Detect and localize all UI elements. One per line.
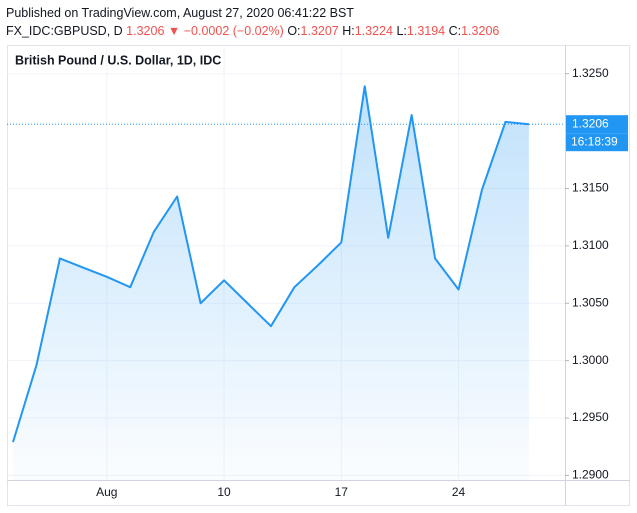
symbol: FX_IDC:GBPUSD, D — [6, 24, 123, 38]
last-price-box — [566, 115, 628, 134]
change: −0.0002 (−0.02%) — [183, 24, 284, 38]
quote-line: FX_IDC:GBPUSD, D 1.3206 ▼ −0.0002 (−0.02… — [6, 22, 499, 40]
ohlc-h-key: H: — [342, 24, 355, 38]
countdown-label: 16:18:39 — [571, 134, 618, 148]
y-tick-label: 1.2900 — [572, 468, 609, 482]
published-line: Published on TradingView.com, August 27,… — [6, 6, 354, 20]
ohlc-c: 1.3206 — [461, 24, 500, 38]
arrow: ▼ — [167, 24, 181, 38]
y-tick-label: 1.3250 — [572, 66, 609, 80]
countdown-box — [566, 133, 628, 152]
y-tick-label: 1.3050 — [572, 295, 609, 309]
price: 1.3206 — [126, 24, 165, 38]
x-tick-label: 17 — [335, 485, 349, 499]
y-tick-label: 1.2950 — [572, 410, 609, 424]
header: Published on TradingView.com, August 27,… — [6, 4, 499, 40]
x-tick-label: 10 — [217, 485, 231, 499]
ohlc-l-key: L: — [396, 24, 407, 38]
chart-title: British Pound / U.S. Dollar, 1D, IDC — [15, 53, 221, 67]
y-tick-label: 1.3100 — [572, 238, 609, 252]
ohlc-o: 1.3207 — [300, 24, 339, 38]
y-tick-label: 1.3000 — [572, 353, 609, 367]
ohlc-o-key: O: — [287, 24, 301, 38]
ohlc-h: 1.3224 — [354, 24, 393, 38]
y-tick-label: 1.3150 — [572, 181, 609, 195]
area-fill — [13, 86, 529, 480]
price-line — [12, 85, 529, 443]
last-price-label: 1.3206 — [572, 116, 609, 130]
x-tick-label: Aug — [96, 485, 117, 499]
frame — [7, 45, 630, 506]
ohlc-c-key: C: — [448, 24, 462, 38]
x-tick-label: 24 — [452, 485, 466, 499]
ohlc-l: 1.3194 — [406, 24, 446, 38]
